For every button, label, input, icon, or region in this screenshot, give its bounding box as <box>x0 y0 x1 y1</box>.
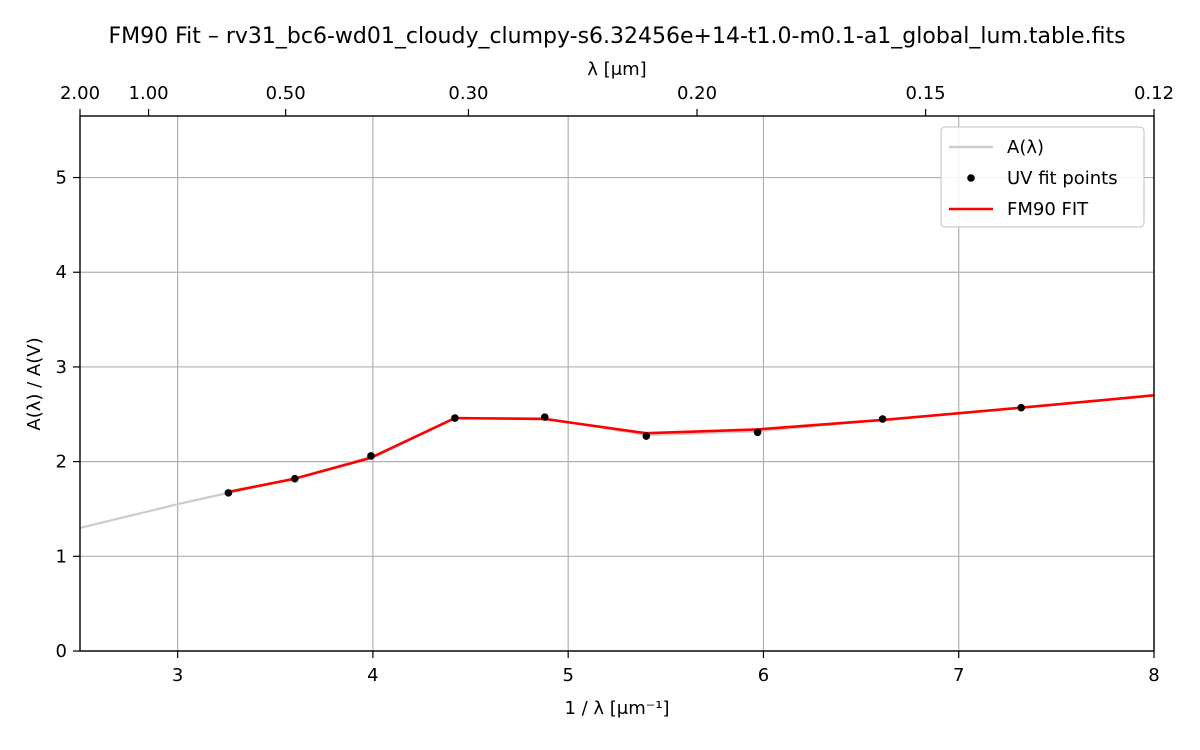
x-tick-label: 5 <box>562 665 573 686</box>
data-point <box>878 415 887 423</box>
top-tick-label: 0.20 <box>677 83 717 104</box>
top-tick-label: 1.00 <box>129 83 169 104</box>
data-point <box>1017 403 1026 412</box>
top-axis-label: λ [μm] <box>587 59 646 80</box>
top-axis-ticks: 2.00 1.00 0.50 0.30 0.20 0.15 0.12 <box>60 83 1174 116</box>
x-tick-label: 8 <box>1148 665 1159 686</box>
x-tick-label: 6 <box>758 665 769 686</box>
data-point <box>224 489 233 497</box>
x-axis-label: 1 / λ [μm⁻¹] <box>564 698 669 719</box>
x-tick-label: 3 <box>172 665 183 686</box>
top-tick-label: 0.12 <box>1134 83 1174 104</box>
y-tick-label: 0 <box>56 641 67 662</box>
y-tick-label: 1 <box>56 546 67 567</box>
legend-swatch <box>967 174 975 182</box>
y-axis-ticks: 0 1 2 3 4 5 <box>56 168 80 662</box>
x-tick-label: 7 <box>953 665 964 686</box>
plot-frame <box>79 115 1155 652</box>
y-tick-label: 4 <box>56 262 67 283</box>
y-tick-label: 5 <box>56 168 67 189</box>
top-tick-label: 0.50 <box>266 83 306 104</box>
top-tick-label: 0.30 <box>448 83 488 104</box>
legend-label: UV fit points <box>1007 168 1118 189</box>
legend-label: A(λ) <box>1007 137 1044 158</box>
y-axis-label: A(λ) / A(V) <box>24 337 45 430</box>
chart-title: FM90 Fit – rv31_bc6-wd01_cloudy_clumpy-s… <box>108 24 1125 49</box>
x-tick-label: 4 <box>367 665 378 686</box>
y-tick-label: 3 <box>56 357 67 378</box>
data-point <box>753 428 762 437</box>
data-point <box>642 432 651 440</box>
data-point <box>291 474 299 483</box>
top-tick-label: 2.00 <box>60 83 100 104</box>
data-point <box>451 414 459 422</box>
legend: A(λ) UV fit points FM90 FIT <box>940 126 1145 228</box>
legend-label: FM90 FIT <box>1007 199 1089 220</box>
y-tick-label: 2 <box>56 452 67 473</box>
series-layer <box>79 394 1155 529</box>
top-tick-label: 0.15 <box>906 83 946 104</box>
legend-box <box>940 126 1145 228</box>
x-axis-ticks: 3 4 5 6 7 8 <box>172 651 1160 686</box>
series-line <box>228 394 1155 494</box>
data-point <box>540 413 549 421</box>
data-point <box>367 452 375 460</box>
